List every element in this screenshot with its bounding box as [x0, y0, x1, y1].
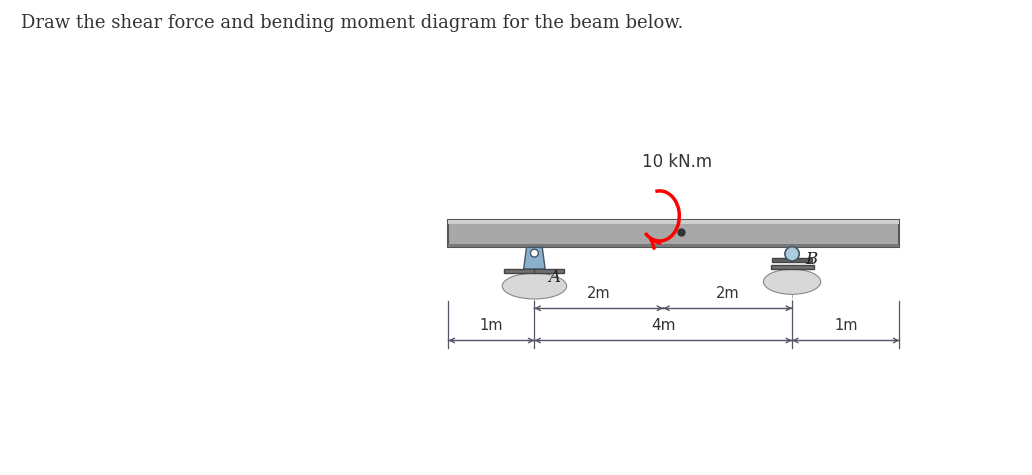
Ellipse shape	[503, 273, 567, 299]
Text: 10 kN.m: 10 kN.m	[643, 153, 713, 171]
Bar	[449, 244, 900, 247]
Ellipse shape	[764, 269, 820, 294]
Circle shape	[530, 249, 539, 257]
Polygon shape	[523, 247, 545, 269]
Text: 1m: 1m	[480, 318, 504, 333]
Text: Draw the shear force and bending moment diagram for the beam below.: Draw the shear force and bending moment …	[21, 14, 683, 32]
Text: B: B	[805, 251, 817, 268]
Bar	[505, 269, 565, 273]
Text: 1m: 1m	[834, 318, 858, 333]
Bar	[772, 258, 812, 262]
Bar	[771, 265, 813, 269]
Text: 2m: 2m	[716, 286, 740, 301]
Text: 2m: 2m	[587, 286, 611, 301]
Bar	[449, 220, 900, 224]
Text: 4m: 4m	[651, 318, 676, 333]
Bar	[449, 220, 900, 247]
Text: A: A	[549, 269, 560, 286]
Circle shape	[785, 247, 799, 261]
